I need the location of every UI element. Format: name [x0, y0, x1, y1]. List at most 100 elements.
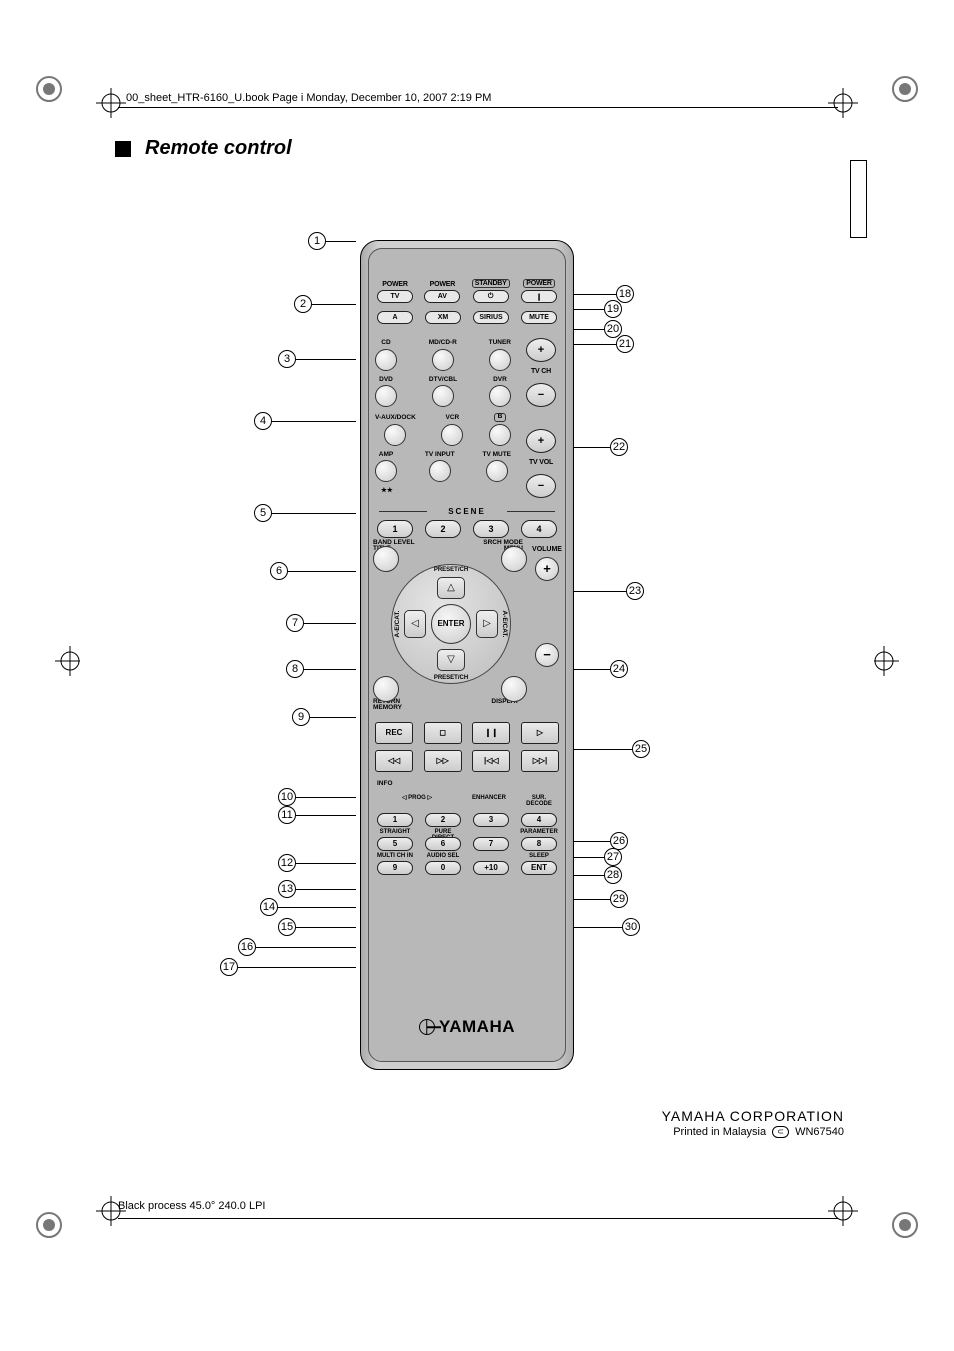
- remote-body: POWER TV POWER AV STANDBY ⏻ POWER ❙ A XM…: [368, 248, 566, 1062]
- num-5-button[interactable]: 5: [377, 837, 413, 851]
- md-cd-r-button[interactable]: [432, 349, 454, 371]
- power-tv-button[interactable]: TV: [377, 290, 413, 303]
- volume-down-button[interactable]: −: [535, 643, 559, 667]
- dtv-cbl-button[interactable]: [432, 385, 454, 407]
- sirius-button[interactable]: SIRIUS: [473, 311, 509, 324]
- enter-button[interactable]: ENTER: [431, 604, 471, 644]
- mute-button[interactable]: MUTE: [521, 311, 557, 324]
- tv-input-button[interactable]: [429, 460, 451, 482]
- callout-line: [288, 571, 356, 572]
- callout-line: [310, 717, 356, 718]
- play-button[interactable]: ▷: [521, 722, 559, 744]
- callout-line: [312, 304, 356, 305]
- fast-fwd-button[interactable]: ▷▷: [424, 750, 462, 772]
- tvch-minus-button[interactable]: −: [526, 383, 556, 407]
- xm-button[interactable]: XM: [425, 311, 461, 324]
- skip-back-button[interactable]: |◁◁: [472, 750, 510, 772]
- volume-label: VOLUME: [532, 546, 562, 553]
- skip-fwd-button[interactable]: ▷▷|: [521, 750, 559, 772]
- callout-13: 13: [278, 880, 356, 898]
- num-ENT-button[interactable]: ENT: [521, 861, 557, 875]
- callout-line: [304, 669, 356, 670]
- dpad-ring: PRESET/CH PRESET/CH A-E/CAT. A-E/CAT. △ …: [391, 564, 511, 684]
- num-label: SLEEP: [529, 853, 549, 861]
- rewind-button[interactable]: ◁◁: [375, 750, 413, 772]
- footer-corporation: YAMAHA CORPORATION: [662, 1108, 844, 1124]
- system-power-button[interactable]: ❙: [521, 290, 557, 303]
- input-label: CD: [381, 340, 390, 347]
- num-2-button[interactable]: 2: [425, 813, 461, 827]
- tvch-plus-button[interactable]: +: [526, 338, 556, 362]
- callout-number: 23: [626, 582, 644, 600]
- dpad-left-label: A-E/CAT.: [394, 610, 401, 637]
- standby-button[interactable]: ⏻: [473, 290, 509, 303]
- tvvol-plus-button[interactable]: +: [526, 429, 556, 453]
- brand-name: YAMAHA: [439, 1017, 515, 1037]
- dvd-button[interactable]: [375, 385, 397, 407]
- tvvol-label: TV VOL: [529, 459, 553, 466]
- callout-28: 28: [574, 866, 622, 884]
- stop-button[interactable]: ◻: [424, 722, 462, 744]
- dpad-down-button[interactable]: ▽: [437, 649, 465, 671]
- num-3-button[interactable]: 3: [473, 813, 509, 827]
- callout-3: 3: [278, 350, 356, 368]
- a-button[interactable]: A: [377, 311, 413, 324]
- volume-up-button[interactable]: +: [535, 557, 559, 581]
- num-4-button[interactable]: 4: [521, 813, 557, 827]
- callout-25: 25: [574, 740, 650, 758]
- b-button[interactable]: [489, 424, 511, 446]
- num-plus10-button[interactable]: +10: [473, 861, 509, 875]
- input-label: MD/CD-R: [429, 340, 457, 347]
- num-1-button[interactable]: 1: [377, 813, 413, 827]
- callout-line: [574, 841, 610, 842]
- callout-number: 11: [278, 806, 296, 824]
- scene-1-button[interactable]: 1: [377, 520, 413, 538]
- num-9-button[interactable]: 9: [377, 861, 413, 875]
- section-bullet-icon: [115, 141, 131, 157]
- page-footer: YAMAHA CORPORATION Printed in Malaysia ⊂…: [662, 1108, 844, 1138]
- num-6-button[interactable]: 6: [425, 837, 461, 851]
- callout-number: 10: [278, 788, 296, 806]
- vcr-button[interactable]: [441, 424, 463, 446]
- display-button[interactable]: [501, 676, 527, 702]
- callout-line: [296, 797, 356, 798]
- return-memory-button[interactable]: [373, 676, 399, 702]
- band-level-title-button[interactable]: [373, 546, 399, 572]
- pause-button[interactable]: ❙❙: [472, 722, 510, 744]
- callout-15: 15: [278, 918, 356, 936]
- scene-4-button[interactable]: 4: [521, 520, 557, 538]
- tuner-button[interactable]: [489, 349, 511, 371]
- sur-decode-label: SUR. DECODE: [519, 795, 559, 803]
- num-7-button[interactable]: 7: [473, 837, 509, 851]
- power-av-button[interactable]: AV: [424, 290, 460, 303]
- input-label: TV MUTE: [482, 452, 511, 459]
- rec-button[interactable]: REC: [375, 722, 413, 744]
- callout-line: [574, 927, 622, 928]
- callout-7: 7: [286, 614, 356, 632]
- regmark-tl: [34, 74, 74, 114]
- dvr-button[interactable]: [489, 385, 511, 407]
- tvvol-minus-button[interactable]: −: [526, 474, 556, 498]
- callout-line: [574, 329, 604, 330]
- srch-menu-button[interactable]: [501, 546, 527, 572]
- callout-number: 25: [632, 740, 650, 758]
- amp-button[interactable]: [375, 460, 397, 482]
- num-0-button[interactable]: 0: [425, 861, 461, 875]
- num-8-button[interactable]: 8: [521, 837, 557, 851]
- v-aux-dock-button[interactable]: [384, 424, 406, 446]
- dpad-left-button[interactable]: ◁: [404, 610, 426, 638]
- scene-3-button[interactable]: 3: [473, 520, 509, 538]
- label: POWER: [382, 281, 407, 288]
- header-rule: [118, 107, 838, 108]
- label: POWER: [523, 279, 554, 288]
- cd-button[interactable]: [375, 349, 397, 371]
- input-label: B: [494, 413, 507, 422]
- print-footer-rule: [118, 1218, 838, 1219]
- scene-2-button[interactable]: 2: [425, 520, 461, 538]
- footer-sub: Printed in Malaysia ⊂ WN67540: [662, 1126, 844, 1138]
- remote-control-diagram: POWER TV POWER AV STANDBY ⏻ POWER ❙ A XM…: [360, 240, 574, 1070]
- dpad-right-button[interactable]: ▷: [476, 610, 498, 638]
- dpad-up-button[interactable]: △: [437, 577, 465, 599]
- tv-mute-button[interactable]: [486, 460, 508, 482]
- callout-number: 15: [278, 918, 296, 936]
